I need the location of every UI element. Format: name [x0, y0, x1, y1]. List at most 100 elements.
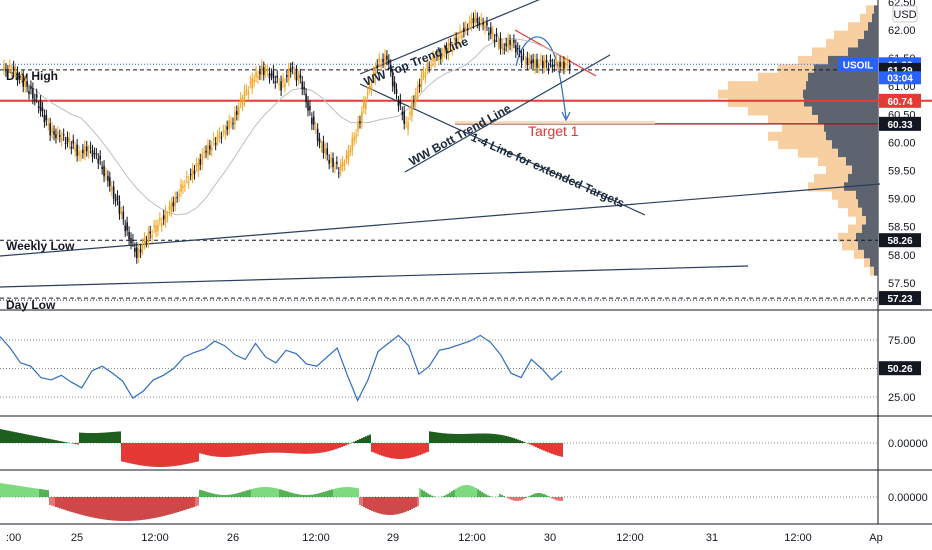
volume-profile-bar	[832, 190, 856, 200]
candle-body	[534, 59, 536, 69]
candle-body	[545, 60, 548, 63]
candle-body	[414, 93, 417, 103]
candle-body	[37, 106, 40, 108]
candle-body	[409, 112, 411, 115]
rsi-value-label: 50.26	[887, 364, 912, 375]
time-tick-label: 12:00	[141, 532, 169, 544]
candle-body	[182, 185, 184, 189]
candle-body	[35, 94, 38, 98]
time-tick-label: 25	[71, 532, 83, 544]
candle-body	[93, 153, 96, 155]
candle-body	[214, 142, 217, 145]
symbol-label: USOIL	[843, 60, 874, 71]
candle-body	[135, 247, 138, 259]
candle-body	[320, 146, 323, 148]
candle-body	[99, 155, 102, 160]
volume-profile-bar	[844, 182, 878, 192]
candle-body	[39, 100, 42, 112]
candle-body	[374, 67, 377, 80]
time-tick-label: 12:00	[302, 532, 330, 544]
countdown-label: 03:04	[887, 73, 913, 84]
candle-body	[155, 225, 157, 233]
candle-body	[176, 197, 178, 199]
volume-profile-bar	[858, 39, 878, 49]
price-tick-label: 59.00	[888, 194, 916, 206]
candle-body	[157, 224, 159, 231]
time-tick-label: 12:00	[784, 532, 812, 544]
volume-profile-bar	[860, 13, 872, 23]
candle-body	[180, 184, 182, 192]
candle-body	[203, 151, 205, 153]
candle-body	[363, 101, 365, 109]
candle-body	[49, 123, 51, 136]
candle-body	[247, 91, 250, 95]
volume-profile-bar	[832, 140, 878, 150]
volume-profile-bar	[834, 30, 864, 40]
candle-body	[305, 93, 307, 103]
candle-body	[70, 146, 73, 149]
candle-body	[57, 131, 59, 135]
volume-profile-bar	[848, 173, 878, 183]
candle-body	[272, 70, 275, 79]
volume-profile-bar	[870, 266, 874, 276]
candle-body	[91, 150, 94, 157]
candle-body	[339, 164, 342, 171]
volume-profile-bar	[874, 5, 878, 15]
candle-body	[24, 81, 26, 88]
candle-body	[261, 64, 263, 75]
volume-profile-bar	[824, 123, 878, 133]
candle-body	[380, 64, 382, 66]
candle-body	[159, 217, 161, 221]
candle-body	[168, 206, 171, 210]
candle-body	[338, 172, 340, 174]
time-tick-label: 30	[544, 532, 556, 544]
moving-average-line	[3, 38, 563, 216]
candle-body	[397, 101, 400, 107]
projection-path	[515, 36, 567, 119]
target-zone	[455, 120, 655, 124]
candle-body	[566, 60, 569, 63]
candle-body	[237, 106, 240, 116]
candle-body	[303, 86, 305, 90]
candle-body	[565, 63, 567, 67]
rsi-tick-label: 75.00	[888, 335, 916, 347]
candle-body	[66, 137, 69, 142]
candle-body	[399, 99, 402, 105]
volume-profile-bar	[812, 47, 848, 57]
candle-body	[147, 231, 150, 243]
candle-body	[82, 149, 84, 154]
candle-body	[249, 81, 252, 83]
candle-body	[268, 73, 271, 79]
candle-body	[226, 126, 228, 130]
candle-body	[166, 216, 169, 218]
candle-body	[284, 83, 286, 88]
candle-body	[26, 80, 28, 87]
volume-profile-bar	[866, 5, 874, 15]
candle-body	[484, 25, 486, 29]
candle-body	[280, 81, 282, 91]
candle-body	[14, 70, 17, 75]
volume-profile-bar	[862, 224, 878, 234]
candle-body	[178, 194, 180, 197]
candle-body	[457, 37, 459, 43]
rsi-value-tag	[879, 361, 921, 376]
candle-body	[232, 123, 234, 125]
volume-profile-bar	[778, 64, 814, 74]
candle-body	[330, 157, 332, 163]
candle-body	[426, 62, 429, 69]
candle-body	[486, 22, 488, 26]
candle-body	[422, 71, 425, 75]
candle-body	[236, 111, 238, 115]
candle-body	[378, 58, 381, 63]
candle-body	[536, 59, 538, 68]
candle-body	[347, 150, 350, 160]
candle-body	[185, 176, 188, 178]
candle-body	[307, 101, 309, 111]
candle-body	[80, 155, 82, 157]
volume-profile-bar	[862, 207, 878, 217]
candle-body	[551, 64, 554, 68]
candle-body	[132, 239, 134, 242]
volume-profile-bar	[856, 232, 878, 242]
time-tick-label: 26	[227, 532, 239, 544]
